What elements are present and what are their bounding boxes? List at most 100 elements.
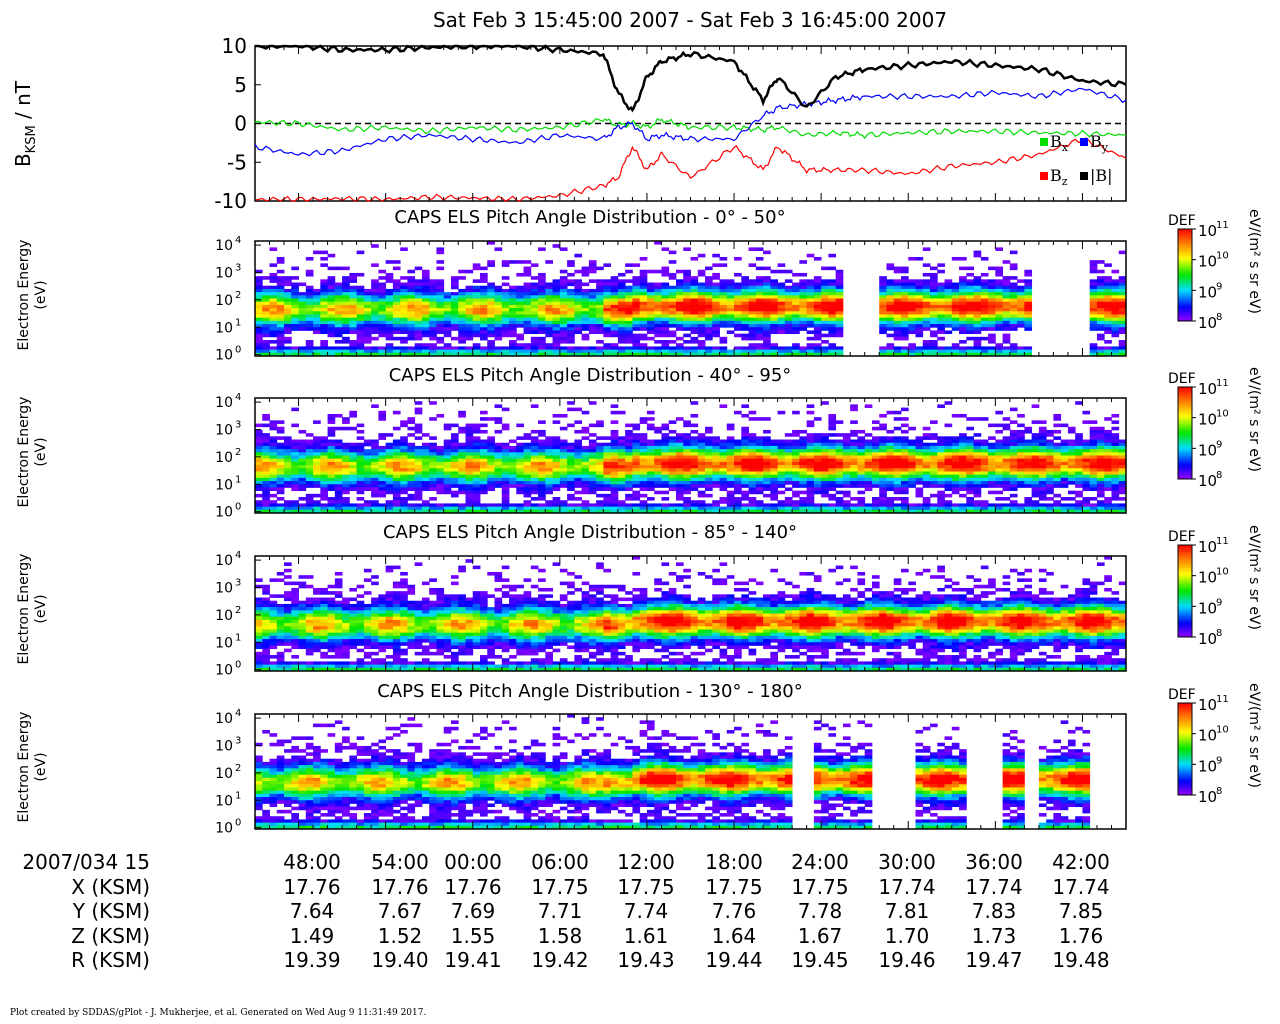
spectrogram-cell <box>480 458 488 463</box>
spectrogram-cell <box>821 442 829 447</box>
spectrogram-cell <box>349 468 358 472</box>
spectrogram-cell <box>799 490 808 495</box>
spectrogram-cell <box>922 298 931 303</box>
spectrogram-cell <box>1009 282 1018 287</box>
spectrogram-cell <box>356 327 365 331</box>
spectrogram-cell <box>472 330 481 335</box>
spectrogram-cell <box>443 298 452 303</box>
spectrogram-cell <box>668 449 677 453</box>
spectrogram-cell <box>828 304 837 309</box>
spectrogram-cell <box>494 429 503 434</box>
spectrogram-cell <box>559 320 568 325</box>
spectrogram-cell <box>792 349 800 354</box>
spectrogram-cell <box>959 340 967 344</box>
spectrogram-cell <box>893 279 902 283</box>
spectrogram-cell <box>668 445 677 450</box>
spectrogram-cell <box>1002 276 1011 280</box>
spectrogram-cell <box>842 452 851 456</box>
spectrogram-cell <box>995 311 1004 315</box>
spectrogram-cell <box>610 327 619 331</box>
spectrogram-cell <box>944 279 953 283</box>
spectrogram-cell <box>538 509 546 514</box>
spectrogram-cell <box>567 352 575 357</box>
spectrogram-cell <box>523 301 532 306</box>
spectrogram-cell <box>893 346 902 351</box>
spectrogram-cell <box>697 471 706 476</box>
spectrogram-cell <box>472 465 481 469</box>
spectrogram-cell <box>298 477 307 482</box>
spectrogram-cell <box>951 343 960 347</box>
spectrogram-cell <box>465 449 474 453</box>
spectrogram-cell <box>255 429 263 434</box>
spectrogram-cell <box>850 458 858 463</box>
spectrogram-cell <box>625 327 633 331</box>
spectrogram-cell <box>719 279 728 283</box>
spectrogram-cell <box>784 292 793 296</box>
spectrogram-cell <box>284 436 292 440</box>
spectrogram-cell <box>610 509 619 514</box>
spectrogram-cell <box>646 292 655 296</box>
spectrogram-cell <box>494 458 503 463</box>
spectrogram-cell <box>741 458 749 463</box>
spectrogram-cell <box>414 487 423 492</box>
spectrogram-cell <box>675 506 684 511</box>
spectrogram-cell <box>705 352 713 357</box>
spectrogram-cell <box>639 461 648 466</box>
spectrogram-cell <box>915 506 924 511</box>
spectrogram-cell <box>980 304 989 309</box>
spectrogram-cell <box>770 304 778 309</box>
spectrogram-cell <box>603 304 612 309</box>
spectrogram-cell <box>784 311 793 315</box>
spectrogram-cell <box>436 327 445 331</box>
spectrogram-cell <box>908 349 916 354</box>
spectrogram-cell <box>893 487 902 492</box>
spectrogram-cell <box>378 433 387 437</box>
spectrogram-cell <box>334 320 343 325</box>
spectrogram-cell <box>523 304 532 309</box>
spectrogram-cell <box>668 276 677 280</box>
spectrogram-cell <box>291 484 299 488</box>
spectrogram-cell <box>690 327 699 331</box>
spectrogram-cell <box>821 308 829 312</box>
spectrogram-cell <box>646 352 655 357</box>
spectrogram-cell <box>777 346 786 351</box>
spectrogram-cell <box>421 458 430 463</box>
spectrogram-cell <box>777 506 786 511</box>
spectrogram-cell <box>792 458 800 463</box>
spectrogram-cell <box>378 324 387 328</box>
spectrogram-cell <box>806 282 815 287</box>
spectrogram-cell <box>480 455 488 460</box>
spectrogram-cell <box>255 442 263 447</box>
spectrogram-cell <box>726 493 735 498</box>
spectrogram-cell <box>697 509 706 514</box>
spectrogram-cell <box>1024 320 1033 325</box>
spectrogram-cell <box>407 433 416 437</box>
spectrogram-cell <box>1111 292 1120 296</box>
spectrogram-cell <box>320 263 328 267</box>
spectrogram-cell <box>784 509 793 514</box>
spectrogram-cell <box>588 458 597 463</box>
spectrogram-cell <box>291 468 299 472</box>
spectrogram-cell <box>501 490 510 495</box>
spectrogram-cell <box>429 497 437 501</box>
spectrogram-cell <box>937 349 945 354</box>
spectrogram-cell <box>770 349 778 354</box>
spectrogram-cell <box>893 497 902 501</box>
spectrogram-cell <box>581 449 590 453</box>
spectrogram-cell <box>886 324 895 328</box>
spectrogram-cell <box>291 509 299 514</box>
spectrogram-cell <box>900 314 909 319</box>
spectrogram-cell <box>334 452 343 456</box>
spectrogram-cell <box>327 276 336 280</box>
spectrogram-cell <box>284 449 292 453</box>
spectrogram-cell <box>349 304 358 309</box>
spectrogram-cell <box>690 413 699 418</box>
spectrogram-cell <box>748 292 757 296</box>
spectrogram-cell <box>596 474 604 479</box>
spectrogram-cell <box>436 340 445 344</box>
spectrogram-cell <box>436 292 445 296</box>
spectrogram-cell <box>705 458 713 463</box>
spectrogram-cell <box>255 458 263 463</box>
colorbar-segment <box>1178 318 1192 322</box>
spectrogram-cell <box>356 346 365 351</box>
